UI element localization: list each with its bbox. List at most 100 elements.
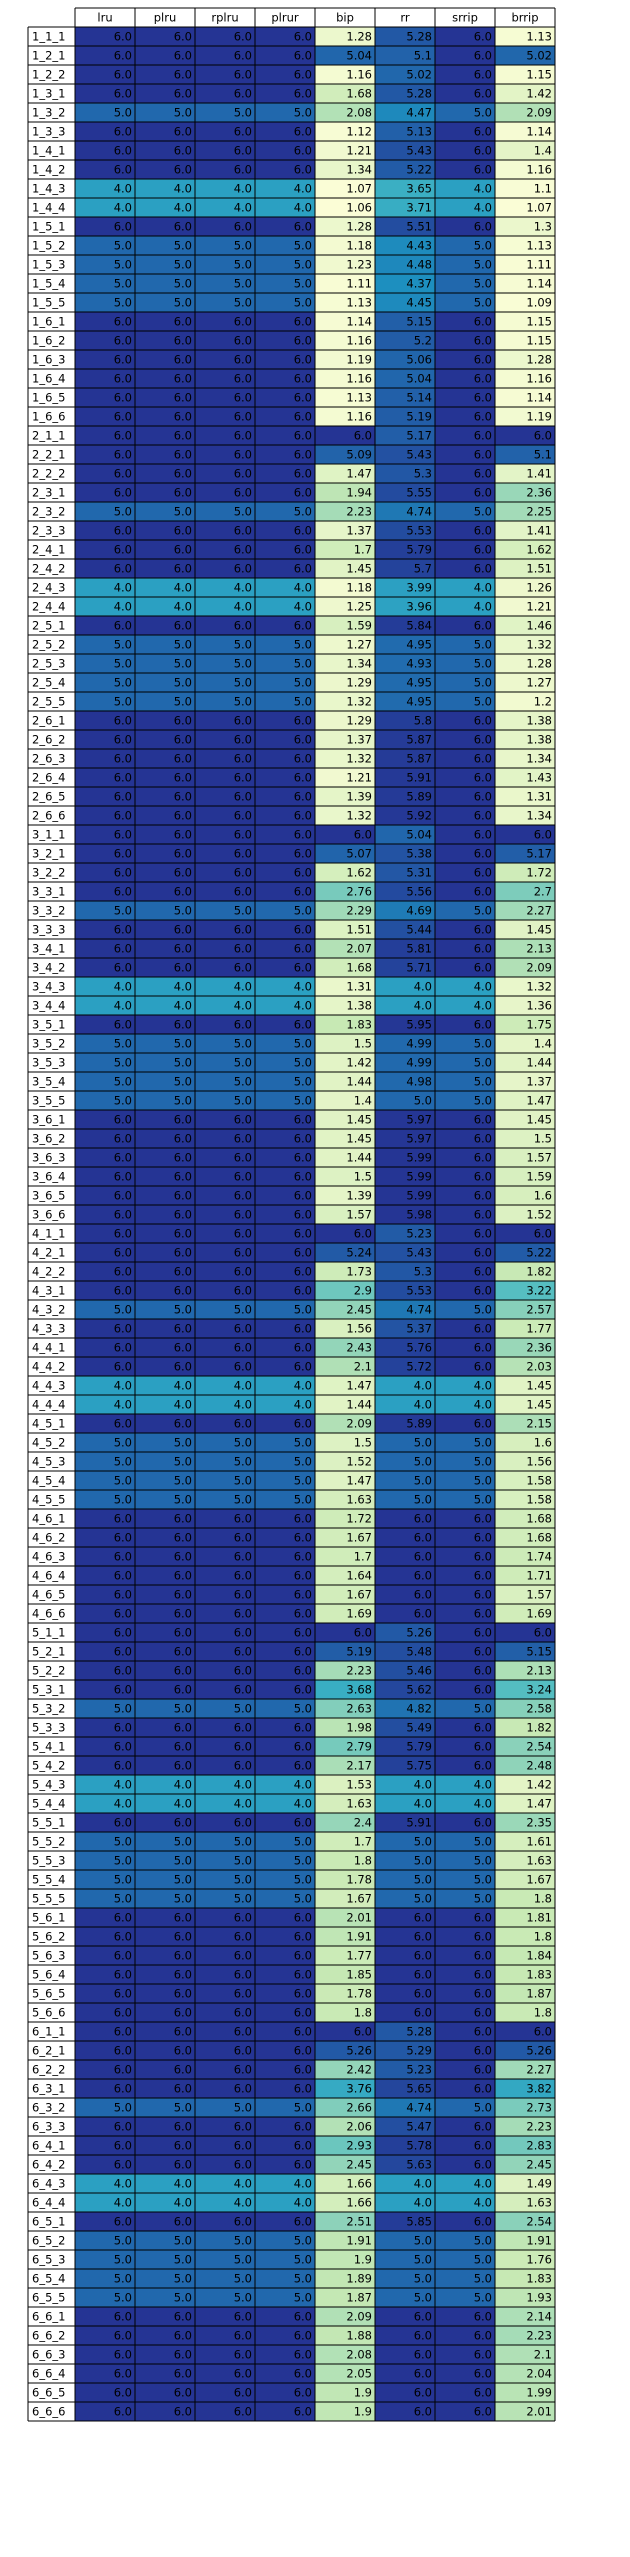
heatmap-cell xyxy=(315,1471,375,1490)
heatmap-cell xyxy=(435,1471,495,1490)
cell-value: 1.45 xyxy=(526,1398,552,1412)
cell-value: 6.0 xyxy=(114,543,132,557)
heatmap-cell xyxy=(255,1927,315,1946)
cell-value: 6.0 xyxy=(294,524,312,538)
heatmap-cell xyxy=(75,1490,135,1509)
heatmap-cell xyxy=(495,445,555,464)
cell-value: 5.0 xyxy=(474,277,492,291)
cell-value: 5.0 xyxy=(294,1702,312,1716)
heatmap-cell xyxy=(495,806,555,825)
row-label: 4_6_4 xyxy=(32,1569,65,1583)
cell-value: 6.0 xyxy=(234,1987,252,2001)
heatmap-cell xyxy=(435,654,495,673)
row-label: 5_6_3 xyxy=(32,1949,65,1963)
cell-value: 6.0 xyxy=(294,1550,312,1564)
row-label: 6_2_2 xyxy=(32,2063,65,2077)
cell-value: 2.54 xyxy=(526,2215,552,2229)
cell-value: 6.0 xyxy=(414,1550,432,1564)
cell-value: 6.0 xyxy=(474,1721,492,1735)
heatmap-cell xyxy=(435,1414,495,1433)
heatmap-cell xyxy=(195,711,255,730)
cell-value: 6.0 xyxy=(474,771,492,785)
cell-value: 6.0 xyxy=(414,1911,432,1925)
heatmap-cell xyxy=(495,331,555,350)
cell-value: 1.52 xyxy=(346,1455,372,1469)
cell-value: 4.0 xyxy=(474,999,492,1013)
heatmap-cell xyxy=(195,1509,255,1528)
row-label: 4_5_3 xyxy=(32,1455,65,1469)
cell-value: 6.0 xyxy=(414,2329,432,2343)
heatmap-cell xyxy=(435,1376,495,1395)
cell-value: 6.0 xyxy=(174,543,192,557)
heatmap-cell xyxy=(315,578,375,597)
heatmap-cell xyxy=(135,331,195,350)
cell-value: 5.0 xyxy=(174,239,192,253)
heatmap-cell xyxy=(135,1053,195,1072)
row-label: 3_4_2 xyxy=(32,961,65,975)
cell-value: 4.48 xyxy=(406,258,432,272)
heatmap-cell xyxy=(315,2288,375,2307)
cell-value: 6.0 xyxy=(174,391,192,405)
cell-value: 5.0 xyxy=(114,1474,132,1488)
row-label: 1_4_4 xyxy=(32,201,65,215)
row-label: 4_3_2 xyxy=(32,1303,65,1317)
heatmap-cell xyxy=(435,274,495,293)
heatmap-cell xyxy=(75,1623,135,1642)
heatmap-cell xyxy=(435,2060,495,2079)
cell-value: 1.53 xyxy=(346,1778,372,1792)
cell-value: 5.0 xyxy=(174,2291,192,2305)
cell-value: 5.0 xyxy=(474,296,492,310)
cell-value: 1.13 xyxy=(346,391,372,405)
cell-value: 6.0 xyxy=(234,524,252,538)
cell-value: 1.87 xyxy=(526,1987,552,2001)
heatmap-cell xyxy=(315,882,375,901)
cell-value: 6.0 xyxy=(474,2310,492,2324)
cell-value: 2.54 xyxy=(526,1740,552,1754)
cell-value: 6.0 xyxy=(174,1208,192,1222)
cell-value: 1.68 xyxy=(346,961,372,975)
heatmap-cell xyxy=(135,160,195,179)
heatmap-cell xyxy=(75,1319,135,1338)
heatmap-cell xyxy=(195,1357,255,1376)
cell-value: 1.2 xyxy=(534,695,552,709)
cell-value: 5.0 xyxy=(234,258,252,272)
cell-value: 6.0 xyxy=(114,1930,132,1944)
heatmap-cell xyxy=(75,2326,135,2345)
cell-value: 1.27 xyxy=(526,676,552,690)
cell-value: 4.0 xyxy=(114,1797,132,1811)
cell-value: 6.0 xyxy=(294,144,312,158)
row-label: 5_5_1 xyxy=(32,1816,65,1830)
heatmap-cell xyxy=(495,103,555,122)
cell-value: 1.09 xyxy=(526,296,552,310)
heatmap-cell xyxy=(135,1319,195,1338)
heatmap-cell xyxy=(435,141,495,160)
row-label: 4_6_5 xyxy=(32,1588,65,1602)
cell-value: 1.8 xyxy=(534,1892,552,1906)
cell-value: 5.0 xyxy=(174,695,192,709)
heatmap-cell xyxy=(315,369,375,388)
heatmap-cell xyxy=(195,787,255,806)
cell-value: 2.23 xyxy=(346,1664,372,1678)
heatmap-cell xyxy=(495,483,555,502)
heatmap-cell xyxy=(255,1433,315,1452)
cell-value: 4.0 xyxy=(114,980,132,994)
row-label: 2_5_3 xyxy=(32,657,65,671)
heatmap-cell xyxy=(375,293,435,312)
heatmap-cell xyxy=(255,65,315,84)
heatmap-cell xyxy=(255,1661,315,1680)
heatmap-cell xyxy=(435,749,495,768)
cell-value: 5.0 xyxy=(294,904,312,918)
cell-value: 6.0 xyxy=(174,1151,192,1165)
heatmap-cell xyxy=(135,407,195,426)
cell-value: 6.0 xyxy=(174,1550,192,1564)
heatmap-cell xyxy=(375,1889,435,1908)
heatmap-cell xyxy=(75,1281,135,1300)
cell-value: 6.0 xyxy=(114,1284,132,1298)
heatmap-cell xyxy=(435,1794,495,1813)
cell-value: 6.0 xyxy=(174,1949,192,1963)
cell-value: 1.32 xyxy=(346,752,372,766)
cell-value: 5.0 xyxy=(174,1474,192,1488)
cell-value: 4.0 xyxy=(474,600,492,614)
heatmap-cell xyxy=(195,46,255,65)
heatmap-cell xyxy=(435,787,495,806)
